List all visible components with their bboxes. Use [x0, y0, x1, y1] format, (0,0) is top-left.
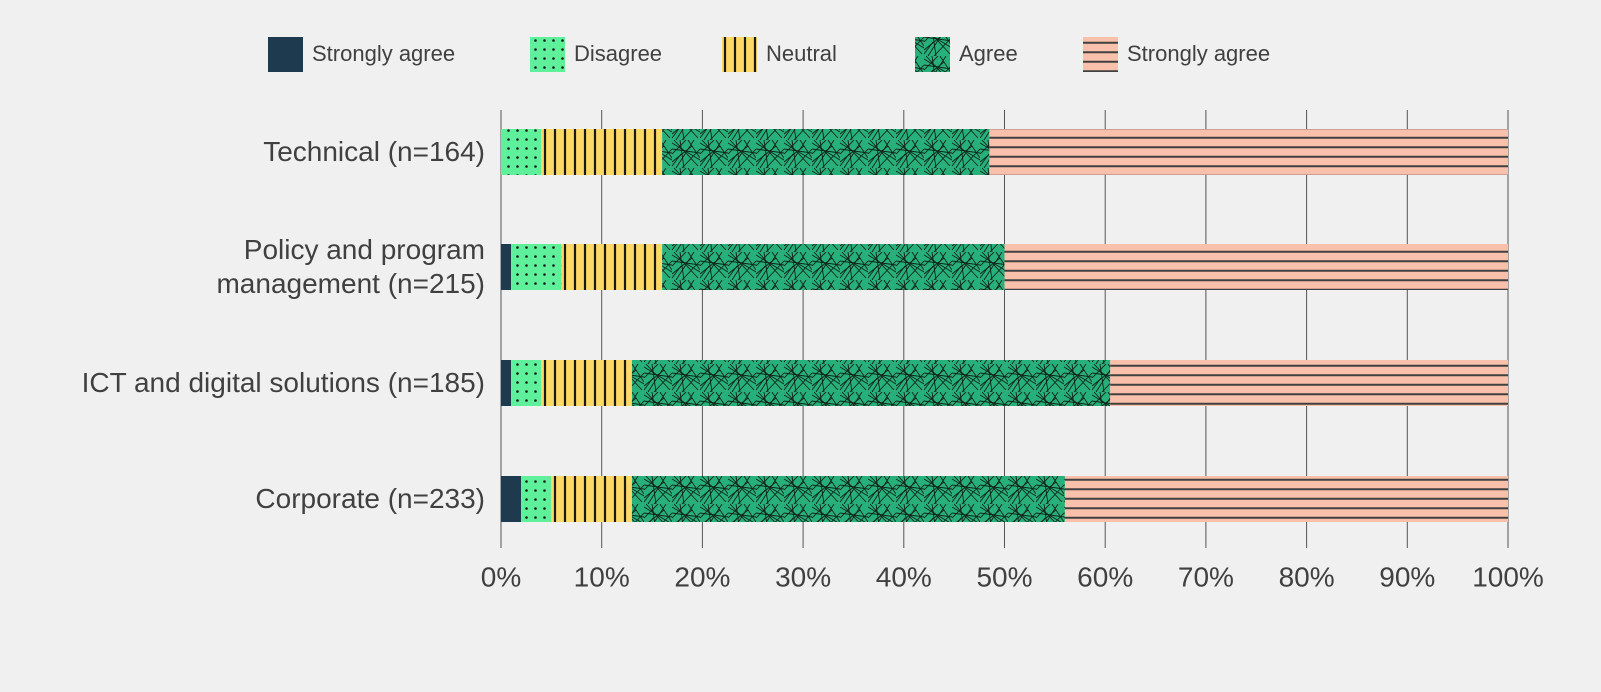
legend-swatch	[268, 37, 303, 72]
bar-segment	[662, 129, 990, 175]
bar-segment	[989, 129, 1508, 175]
bar-segment	[1110, 360, 1508, 406]
legend-label: Neutral	[766, 41, 837, 66]
x-tick-label: 80%	[1279, 561, 1335, 592]
legend-swatch	[915, 37, 950, 72]
bar-segment	[631, 476, 1065, 522]
x-tick-label: 50%	[976, 561, 1032, 592]
x-tick-label: 40%	[876, 561, 932, 592]
legend-label: Strongly agree	[1127, 41, 1270, 66]
legend-label: Strongly agree	[312, 41, 455, 66]
bar-segment	[1064, 476, 1508, 522]
x-tick-label: 20%	[674, 561, 730, 592]
bar-segment	[631, 360, 1111, 406]
y-tick-label: Policy and program management (n=215)	[216, 234, 485, 299]
bar-segment	[561, 244, 663, 290]
x-tick-label: 10%	[574, 561, 630, 592]
y-tick-label: ICT and digital solutions (n=185)	[81, 367, 485, 398]
bar-segment	[511, 244, 562, 290]
x-tick-label: 60%	[1077, 561, 1133, 592]
x-tick-label: 30%	[775, 561, 831, 592]
y-tick-label: Corporate (n=233)	[255, 483, 485, 514]
bar-segment	[501, 129, 542, 175]
x-tick-label: 90%	[1379, 561, 1435, 592]
bar-segment	[501, 244, 512, 290]
legend-label: Agree	[959, 41, 1018, 66]
bar-segment	[551, 476, 632, 522]
x-tick-label: 100%	[1472, 561, 1544, 592]
legend-label: Disagree	[574, 41, 662, 66]
legend-swatch	[1083, 37, 1118, 72]
x-tick-label: 0%	[481, 561, 521, 592]
bar-segment	[511, 360, 542, 406]
bar-segment	[1004, 244, 1508, 290]
x-tick-label: 70%	[1178, 561, 1234, 592]
bar-segment	[541, 129, 663, 175]
legend-swatch	[722, 37, 757, 72]
legend-swatch	[530, 37, 565, 72]
bar-segment	[662, 244, 1005, 290]
bar-segment	[541, 360, 632, 406]
bar-segment	[521, 476, 552, 522]
bar-segment	[501, 476, 522, 522]
y-tick-label: Technical (n=164)	[263, 136, 485, 167]
bar-segment	[501, 360, 512, 406]
